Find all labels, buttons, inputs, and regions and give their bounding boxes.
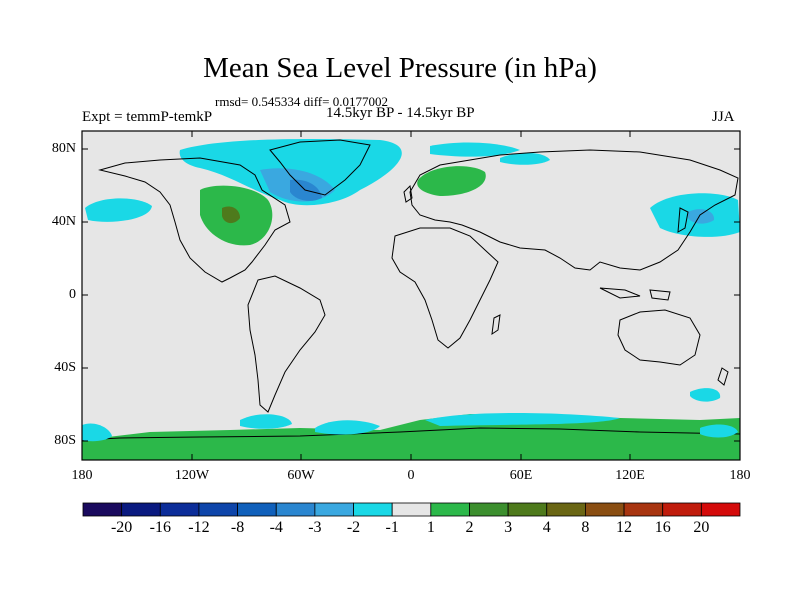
colorbar-box — [314, 502, 354, 517]
colorbar-box — [585, 502, 625, 517]
period-label: 14.5kyr BP - 14.5kyr BP — [326, 105, 475, 121]
colorbar-box — [121, 502, 161, 517]
antarctic-coast — [82, 427, 740, 441]
southern-negative-4 — [425, 413, 620, 426]
colorbar-label: -8 — [230, 519, 245, 536]
lat-label-0: 0 — [69, 287, 76, 302]
antarctic-positive-region — [82, 414, 740, 460]
southern-negative-1 — [82, 423, 112, 442]
colorbar-label: -12 — [188, 519, 210, 536]
colorbar-label: -2 — [346, 519, 361, 536]
colorbar-box — [623, 502, 664, 517]
southern-negative-2 — [240, 414, 292, 429]
lat-label-80s: 80S — [54, 433, 76, 448]
colorbar-box — [507, 502, 548, 517]
colorbar — [82, 502, 741, 517]
colorbar-label: -20 — [110, 519, 133, 536]
colorbar-box — [391, 502, 432, 517]
colorbar-label: -16 — [149, 519, 171, 536]
north-pacific-negative — [85, 198, 152, 222]
lon-label-180e: 180 — [729, 468, 751, 483]
colorbar-box — [469, 502, 509, 517]
nw-pacific-core — [688, 209, 715, 224]
coastlines — [98, 139, 739, 413]
experiment-label: Expt = temmP-temkP — [82, 109, 213, 125]
colorbar-box — [198, 502, 238, 517]
colorbar-box — [237, 502, 277, 517]
colorbar-box — [159, 502, 200, 517]
colorbar-box — [82, 502, 123, 517]
lat-label-80n: 80N — [51, 141, 76, 156]
colorbar-label: 2 — [465, 519, 474, 536]
colorbar-box — [353, 502, 393, 517]
stats-label: rmsd= 0.545334 diff= 0.0177002 — [215, 94, 388, 109]
colorbar-label: 4 — [542, 519, 551, 536]
lat-label-40s: 40S — [54, 360, 76, 375]
season-label: JJA — [712, 109, 735, 125]
colorbar-box — [546, 502, 586, 517]
lon-label-60w: 60W — [287, 468, 315, 483]
southern-negative-5 — [690, 388, 721, 402]
colorbar-box — [275, 502, 316, 517]
map-ticks — [82, 131, 740, 460]
siberia-negative — [500, 152, 550, 165]
colorbar-box — [700, 502, 741, 517]
colorbar-label: 8 — [581, 519, 590, 536]
barents-negative — [430, 142, 520, 157]
scandinavia-positive — [417, 166, 486, 196]
southern-negative-6 — [700, 424, 738, 438]
lon-label-180w: 180 — [71, 468, 93, 483]
anomaly-fields — [82, 139, 740, 460]
colorbar-label: 3 — [504, 519, 513, 536]
lon-label-0: 0 — [407, 468, 415, 483]
lon-label-120w: 120W — [174, 468, 210, 483]
lon-label-120e: 120E — [615, 468, 645, 483]
lon-label-60e: 60E — [509, 468, 533, 483]
southern-negative-3 — [315, 420, 380, 435]
colorbar-label: -4 — [269, 519, 283, 536]
colorbar-box — [662, 502, 702, 517]
colorbar-label: 16 — [654, 519, 671, 536]
north-america-core — [222, 206, 240, 224]
map-frame — [81, 130, 741, 461]
colorbar-label: 20 — [693, 519, 710, 536]
colorbar-box — [430, 502, 470, 517]
colorbar-label: -3 — [308, 519, 322, 536]
map-background — [82, 131, 740, 460]
map-title: Mean Sea Level Pressure (in hPa) — [203, 52, 597, 84]
colorbar-label: 12 — [616, 519, 633, 536]
colorbar-label: -1 — [385, 519, 399, 536]
lat-label-40n: 40N — [51, 214, 76, 229]
colorbar-label: 1 — [426, 519, 435, 536]
